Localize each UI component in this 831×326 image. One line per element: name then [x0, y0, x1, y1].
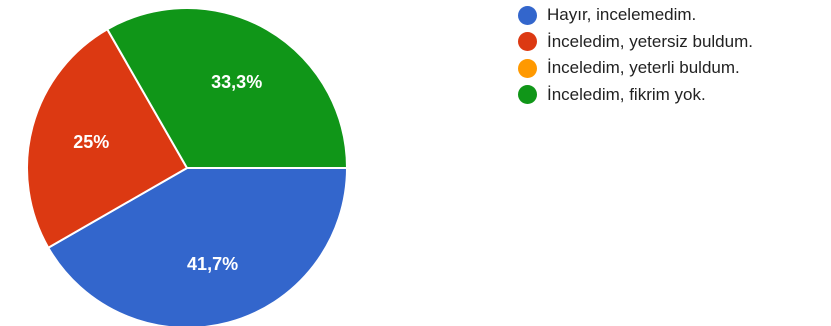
legend: Hayır, incelemedim. İnceledim, yetersiz … — [518, 4, 753, 110]
legend-swatch — [518, 32, 537, 51]
pie-slice[interactable] — [106, 7, 348, 169]
legend-item[interactable]: Hayır, incelemedim. — [518, 4, 753, 26]
legend-swatch — [518, 85, 537, 104]
slice-value-label: 25% — [73, 132, 109, 152]
legend-label: Hayır, incelemedim. — [547, 5, 697, 24]
pie-slice[interactable] — [26, 28, 188, 249]
legend-item[interactable]: İnceledim, fikrim yok. — [518, 84, 753, 106]
slice-value-label: 41,7% — [187, 254, 238, 274]
legend-swatch — [518, 5, 537, 25]
slice-value-label: 33,3% — [211, 72, 262, 92]
legend-item[interactable]: İnceledim, yeterli buldum. — [518, 57, 753, 79]
legend-label: İnceledim, fikrim yok. — [547, 84, 706, 104]
legend-label: İnceledim, yetersiz buldum. — [547, 31, 753, 51]
pie-slice[interactable] — [47, 167, 348, 326]
legend-label: İnceledim, yeterli buldum. — [547, 58, 740, 77]
legend-item[interactable]: İnceledim, yetersiz buldum. — [518, 31, 753, 53]
legend-swatch — [518, 58, 537, 78]
